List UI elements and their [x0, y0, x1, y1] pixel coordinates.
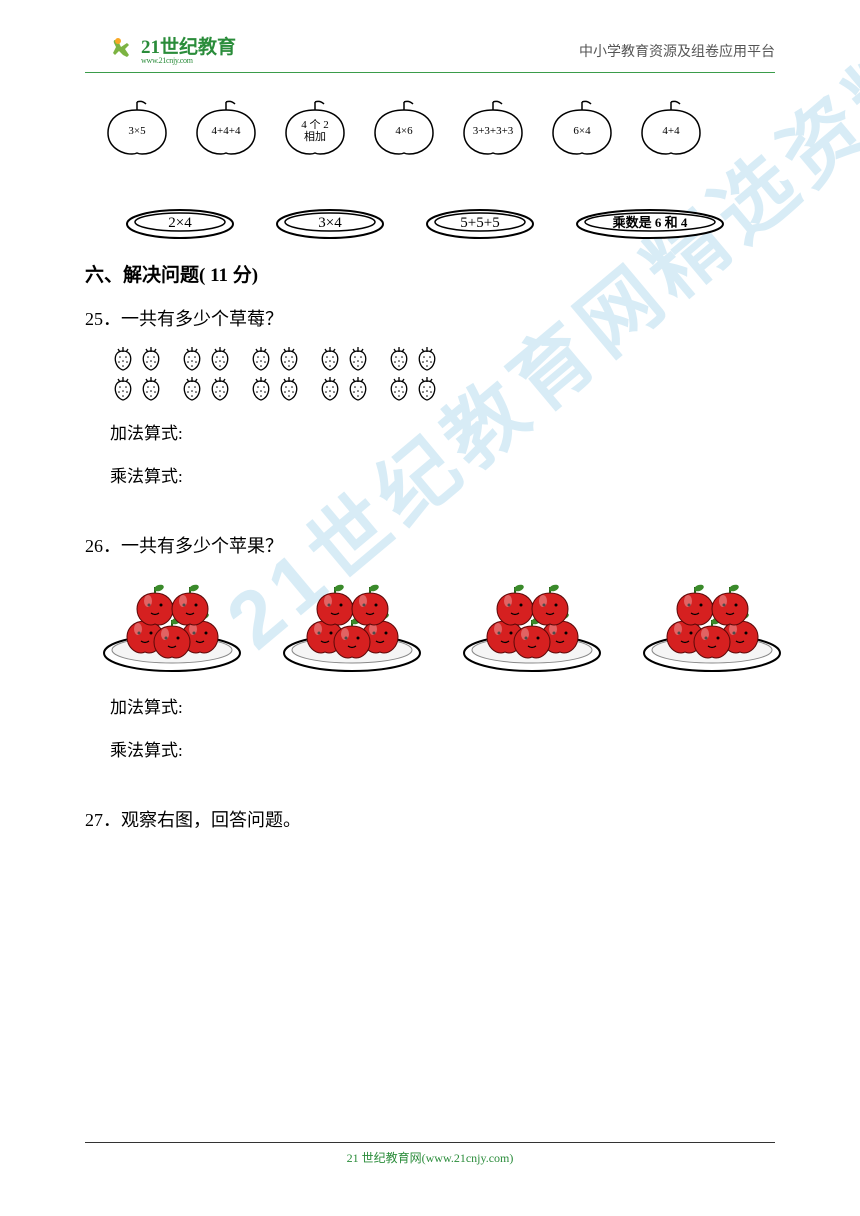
- strawberry-icon: [207, 343, 233, 371]
- plate-item: 3×4: [275, 208, 385, 240]
- strawberry-icon: [345, 343, 371, 371]
- page-footer: 21 世纪教育网(www.21cnjy.com): [85, 1142, 775, 1166]
- q25-num: 25．: [85, 309, 121, 329]
- question-26: 26．一共有多少个苹果？: [85, 532, 775, 558]
- question-25: 25．一共有多少个草莓？: [85, 305, 775, 331]
- strawberry-icon: [276, 343, 302, 371]
- plates-row: 2×4 3×4 5+5+5 乘数是 6 和 4: [125, 208, 775, 240]
- q26-text: 一共有多少个苹果？: [121, 536, 283, 556]
- svg-text:5+5+5: 5+5+5: [460, 215, 499, 231]
- apple-plate: [640, 573, 785, 673]
- strawberry-icon: [138, 373, 164, 401]
- plate-item: 2×4: [125, 208, 235, 240]
- strawberry-group: [110, 343, 164, 401]
- q26-add-label: 加法算式:: [110, 693, 775, 718]
- strawberry-icon: [414, 373, 440, 401]
- page-content: 3×5 4+4+4 4 个 2相加 4×6 3+3+3+3 6×4 4+4 2×…: [0, 73, 860, 832]
- logo-main-text: 21世纪教育: [141, 38, 236, 57]
- apple-item: 6×4: [545, 98, 620, 158]
- strawberry-icon: [386, 343, 412, 371]
- header-right-text: 中小学教育资源及组卷应用平台: [579, 41, 775, 61]
- logo-sub-text: www.21cnjy.com: [141, 57, 236, 65]
- strawberry-icon: [386, 373, 412, 401]
- apple-item: 4×6: [367, 98, 442, 158]
- strawberry-icon: [110, 343, 136, 371]
- question-27: 27．观察右图，回答问题。: [85, 806, 775, 832]
- apple-item: 4+4: [634, 98, 709, 158]
- svg-text:4+4+4: 4+4+4: [212, 125, 241, 137]
- strawberry-icon: [345, 373, 371, 401]
- footer-text: 21 世纪教育网(www.21cnjy.com): [85, 1149, 775, 1166]
- apple-plate: [460, 573, 605, 673]
- svg-text:6×4: 6×4: [573, 125, 591, 137]
- svg-text:4×6: 4×6: [395, 125, 413, 137]
- q25-mult-label: 乘法算式:: [110, 462, 775, 487]
- svg-text:4+4: 4+4: [662, 125, 680, 137]
- logo: 21世纪教育 www.21cnjy.com: [105, 35, 236, 67]
- q27-text: 观察右图，回答问题。: [121, 810, 301, 830]
- strawberry-icon: [110, 373, 136, 401]
- svg-text:3+3+3+3: 3+3+3+3: [473, 125, 514, 137]
- page-header: 21世纪教育 www.21cnjy.com 中小学教育资源及组卷应用平台: [0, 0, 860, 72]
- q26-mult-label: 乘法算式:: [110, 736, 775, 761]
- logo-icon: [105, 35, 137, 67]
- strawberry-icon: [317, 373, 343, 401]
- strawberry-icon: [248, 373, 274, 401]
- svg-text:3×5: 3×5: [128, 125, 146, 137]
- strawberries-row: [110, 343, 775, 401]
- plate-item: 乘数是 6 和 4: [575, 208, 725, 240]
- apple-item: 3×5: [100, 98, 175, 158]
- q27-num: 27．: [85, 810, 121, 830]
- apple-item: 4+4+4: [189, 98, 264, 158]
- apple-plate: [100, 573, 245, 673]
- apple-plate: [280, 573, 425, 673]
- q25-add-label: 加法算式:: [110, 419, 775, 444]
- plate-item: 5+5+5: [425, 208, 535, 240]
- strawberry-icon: [317, 343, 343, 371]
- strawberry-group: [386, 343, 440, 401]
- strawberry-icon: [179, 373, 205, 401]
- apples-row: 3×5 4+4+4 4 个 2相加 4×6 3+3+3+3 6×4 4+4: [100, 98, 775, 158]
- strawberry-icon: [138, 343, 164, 371]
- strawberry-group: [179, 343, 233, 401]
- strawberry-icon: [276, 373, 302, 401]
- apple-plates-row: [100, 573, 775, 673]
- svg-text:相加: 相加: [304, 130, 326, 143]
- q25-text: 一共有多少个草莓？: [121, 309, 283, 329]
- apple-item: 4 个 2相加: [278, 98, 353, 158]
- svg-text:乘数是 6 和 4: 乘数是 6 和 4: [612, 215, 688, 230]
- footer-divider: [85, 1142, 775, 1143]
- section-six-title: 六、解决问题( 11 分): [85, 260, 775, 287]
- q26-num: 26．: [85, 536, 121, 556]
- svg-text:4 个 2: 4 个 2: [301, 118, 329, 131]
- strawberry-group: [248, 343, 302, 401]
- strawberry-icon: [414, 343, 440, 371]
- strawberry-icon: [248, 343, 274, 371]
- strawberry-icon: [207, 373, 233, 401]
- strawberry-icon: [179, 343, 205, 371]
- svg-text:2×4: 2×4: [168, 215, 192, 231]
- svg-text:3×4: 3×4: [318, 215, 342, 231]
- strawberry-group: [317, 343, 371, 401]
- apple-item: 3+3+3+3: [456, 98, 531, 158]
